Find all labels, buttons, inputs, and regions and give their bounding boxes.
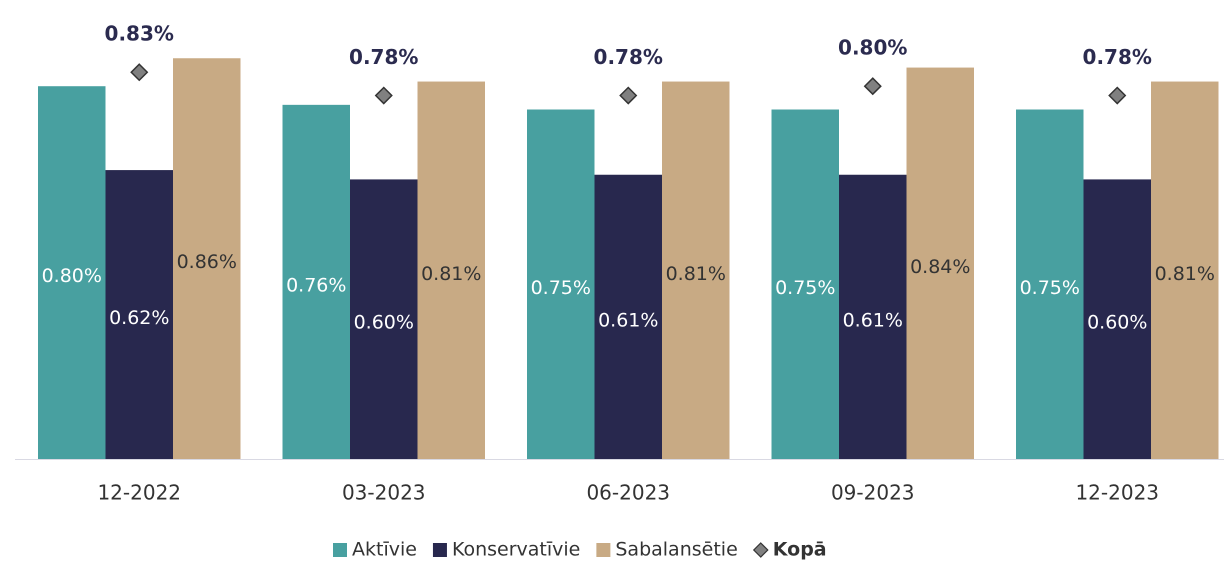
bar [771, 109, 839, 459]
total-label: 0.78% [594, 45, 663, 69]
legend-label: Konservatīvie [452, 539, 580, 561]
bar [1083, 179, 1151, 459]
bar-label: 0.81% [1155, 263, 1215, 285]
bar-label: 0.62% [109, 307, 169, 329]
bar-label: 0.61% [843, 309, 903, 331]
x-tick-label: 12-2022 [97, 481, 181, 505]
total-marker [374, 86, 393, 105]
legend-swatch [432, 543, 447, 557]
bar-label: 0.60% [1087, 312, 1147, 334]
bar-label: 0.75% [531, 277, 591, 299]
bar [1151, 81, 1219, 460]
bar-label: 0.76% [286, 274, 346, 296]
total-marker [130, 63, 149, 82]
x-tick-label: 03-2023 [342, 481, 426, 505]
bar [662, 81, 730, 460]
legend-swatch [596, 543, 611, 557]
bar [906, 67, 974, 459]
bar [105, 170, 173, 459]
x-tick-label: 06-2023 [586, 481, 670, 505]
bar-label: 0.61% [598, 309, 658, 331]
bar-label: 0.81% [421, 263, 481, 285]
legend-label: Sabalansētie [615, 539, 737, 561]
bar-label: 0.86% [177, 251, 237, 273]
bar-label: 0.60% [354, 312, 414, 334]
bar [417, 81, 485, 460]
bar [282, 104, 350, 459]
bar-label: 0.75% [775, 277, 835, 299]
legend-label: Kopā [773, 539, 827, 561]
bar [38, 86, 106, 459]
bar-label: 0.80% [42, 265, 102, 287]
x-tick-label: 12-2023 [1075, 481, 1159, 505]
total-marker [619, 86, 638, 105]
bar [594, 174, 662, 459]
total-marker [1108, 86, 1127, 105]
x-tick-label: 09-2023 [831, 481, 915, 505]
bar [1016, 109, 1084, 459]
total-label: 0.80% [838, 36, 907, 60]
total-label: 0.83% [105, 22, 174, 46]
total-label: 0.78% [349, 45, 418, 69]
bar [350, 179, 418, 459]
bar [839, 174, 907, 459]
total-label: 0.78% [1083, 45, 1152, 69]
bar-label: 0.81% [666, 263, 726, 285]
bar-label: 0.75% [1020, 277, 1080, 299]
bar [527, 109, 595, 459]
bar [173, 58, 241, 460]
legend-label: Aktīvie [352, 539, 417, 561]
total-marker [863, 77, 882, 96]
bar-label: 0.84% [910, 256, 970, 278]
legend-swatch [333, 543, 347, 557]
legend-swatch [752, 542, 769, 558]
